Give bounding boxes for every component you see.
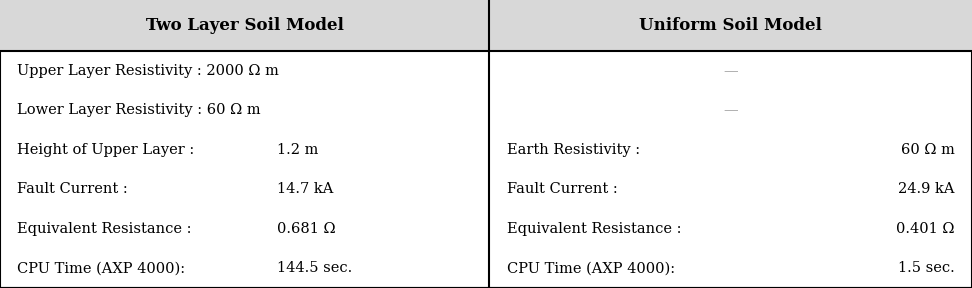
Text: Equivalent Resistance :: Equivalent Resistance :	[17, 222, 201, 236]
Text: —: —	[723, 64, 738, 78]
Text: 60 Ω m: 60 Ω m	[901, 143, 955, 157]
Text: CPU Time (AXP 4000):: CPU Time (AXP 4000):	[17, 261, 209, 275]
Text: Equivalent Resistance :: Equivalent Resistance :	[507, 222, 691, 236]
Bar	[489, 0, 972, 51]
Text: Height of Upper Layer :: Height of Upper Layer :	[17, 143, 204, 157]
Bar	[0, 0, 489, 51]
Text: 1.2 m: 1.2 m	[277, 143, 319, 157]
Text: Upper Layer Resistivity : 2000 Ω m: Upper Layer Resistivity : 2000 Ω m	[17, 64, 279, 78]
Text: 0.401 Ω: 0.401 Ω	[896, 222, 955, 236]
Text: Fault Current :: Fault Current :	[507, 182, 665, 196]
Text: 1.5 sec.: 1.5 sec.	[898, 261, 955, 275]
Text: 144.5 sec.: 144.5 sec.	[277, 261, 352, 275]
Text: Earth Resistivity :: Earth Resistivity :	[507, 143, 669, 157]
Text: 14.7 kA: 14.7 kA	[277, 182, 333, 196]
Text: 24.9 kA: 24.9 kA	[898, 182, 955, 196]
Text: 0.681 Ω: 0.681 Ω	[277, 222, 335, 236]
Text: CPU Time (AXP 4000):: CPU Time (AXP 4000):	[507, 261, 699, 275]
Text: —: —	[723, 103, 738, 118]
Text: Fault Current :: Fault Current :	[17, 182, 175, 196]
Text: Two Layer Soil Model: Two Layer Soil Model	[146, 17, 343, 34]
Text: Lower Layer Resistivity : 60 Ω m: Lower Layer Resistivity : 60 Ω m	[17, 103, 261, 118]
Text: Uniform Soil Model: Uniform Soil Model	[639, 17, 822, 34]
